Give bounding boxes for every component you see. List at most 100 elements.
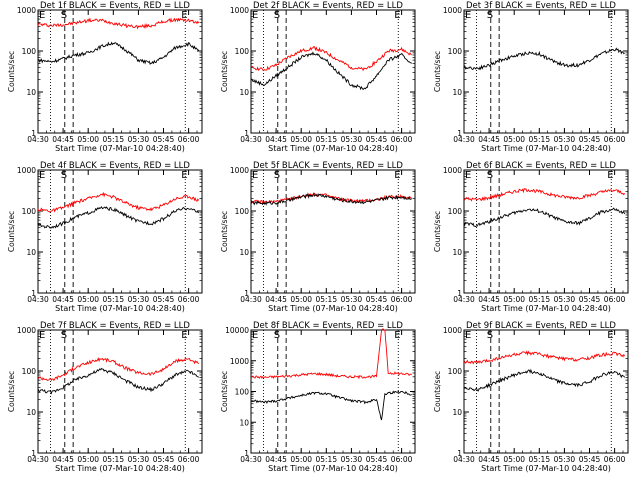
x-tick-label: 05:15 [528, 455, 550, 464]
x-tick-label: 05:15 [315, 295, 337, 304]
y-tick-label: 1 [457, 449, 462, 458]
event-marker-label: E [607, 330, 613, 341]
x-tick-label: 06:00 [604, 295, 626, 304]
y-tick-label: 10 [452, 88, 462, 97]
plot-panel-3: Det 3f BLACK = Events, RED = LLD 1 10 100 10… [433, 1, 629, 153]
event-marker-label: S [61, 170, 67, 181]
series-events [463, 368, 626, 392]
series-events [37, 206, 200, 229]
event-marker-label: E [465, 10, 471, 21]
x-tick-label: 05:45 [579, 295, 601, 304]
y-tick-label: 1 [244, 289, 249, 298]
y-tick-label: 1 [31, 129, 36, 138]
plot-title: Det 6f BLACK = Events, RED = LLD [466, 161, 616, 171]
plot-frame [250, 9, 416, 134]
x-tick-label: 04:45 [478, 135, 500, 144]
plot-title: Det 8f BLACK = Events, RED = LLD [253, 321, 403, 331]
x-axis-label: Start Time (07-Mar-10 04:28:40) [268, 304, 398, 313]
x-tick-label: 04:30 [27, 135, 49, 144]
plot-title: Det 9f BLACK = Events, RED = LLD [466, 321, 616, 331]
x-tick-label: 05:00 [290, 455, 312, 464]
x-axis-label: Start Time (07-Mar-10 04:28:40) [55, 304, 185, 313]
event-marker-label: S [274, 330, 280, 341]
series-events [463, 47, 625, 71]
event-marker-label: S [487, 170, 493, 181]
y-tick-label: 10 [452, 408, 462, 417]
event-marker-label: E [252, 10, 258, 21]
x-tick-label: 06:00 [391, 455, 413, 464]
plot-frame [37, 329, 203, 454]
y-tick-label: 10 [26, 88, 36, 97]
x-tick-label: 05:00 [503, 295, 525, 304]
series-lld [37, 191, 200, 213]
series-events [463, 207, 626, 228]
plot-frame [37, 169, 203, 294]
x-tick-label: 04:45 [52, 295, 74, 304]
y-tick-label: 1000 [230, 357, 249, 366]
plot-panel-8: Det 8f BLACK = Events, RED = LLD 1 10 100 10… [220, 321, 416, 473]
series-events [250, 192, 412, 206]
x-tick-label: 04:45 [52, 135, 74, 144]
event-marker-label: E [394, 330, 400, 341]
event-marker-label: E [607, 10, 613, 21]
x-tick-label: 05:00 [77, 135, 99, 144]
plot-panel-4: Det 4f BLACK = Events, RED = LLD 1 10 100 10… [7, 161, 203, 313]
series-events [250, 51, 412, 91]
plot-frame [250, 329, 416, 454]
plot-frame [463, 169, 629, 294]
event-marker-label: E [607, 170, 613, 181]
y-tick-label: 1000 [17, 6, 36, 15]
y-tick-label: 1000 [230, 166, 249, 175]
y-tick-label: 10 [26, 408, 36, 417]
x-tick-label: 05:45 [579, 455, 601, 464]
series-events [37, 367, 199, 395]
x-axis-label: Start Time (07-Mar-10 04:28:40) [268, 464, 398, 473]
x-tick-label: 05:30 [128, 135, 150, 144]
x-tick-label: 05:30 [341, 455, 363, 464]
y-tick-label: 10000 [225, 326, 249, 335]
series-lld [250, 46, 412, 72]
y-tick-label: 1 [457, 289, 462, 298]
y-tick-label: 1000 [443, 6, 462, 15]
series-lld [37, 17, 200, 30]
event-marker-label: S [487, 330, 493, 341]
plot-title: Det 4f BLACK = Events, RED = LLD [40, 161, 190, 171]
event-marker-label: E [39, 330, 45, 341]
x-tick-label: 04:30 [453, 455, 475, 464]
plot-panel-2: Det 2f BLACK = Events, RED = LLD 1 10 100 10… [220, 1, 416, 153]
event-marker-label: E [39, 10, 45, 21]
plot-title: Det 2f BLACK = Events, RED = LLD [253, 1, 403, 11]
event-marker-label: S [274, 170, 280, 181]
x-axis-label: Start Time (07-Mar-10 04:28:40) [481, 464, 611, 473]
x-tick-label: 06:00 [604, 455, 626, 464]
event-marker-label: E [465, 330, 471, 341]
event-marker-label: E [394, 170, 400, 181]
plot-panel-6: Det 6f BLACK = Events, RED = LLD 1 10 100 10… [433, 161, 629, 313]
x-tick-label: 04:45 [478, 295, 500, 304]
x-axis-label: Start Time (07-Mar-10 04:28:40) [481, 304, 611, 313]
plot-frame [37, 9, 203, 134]
x-tick-label: 06:00 [391, 295, 413, 304]
event-marker-label: S [274, 10, 280, 21]
x-tick-label: 06:00 [178, 295, 200, 304]
series-lld [37, 356, 200, 382]
x-tick-label: 05:30 [128, 295, 150, 304]
x-tick-label: 05:45 [366, 295, 388, 304]
x-tick-label: 05:15 [528, 135, 550, 144]
y-axis-label: Counts/sec [220, 51, 229, 92]
x-tick-label: 05:00 [77, 455, 99, 464]
event-marker-label: E [252, 170, 258, 181]
y-axis-label: Counts/sec [7, 211, 16, 252]
x-tick-label: 04:30 [240, 455, 262, 464]
y-tick-label: 1000 [443, 326, 462, 335]
y-axis-label: Counts/sec [7, 51, 16, 92]
event-marker-label: E [181, 10, 187, 21]
y-axis-label: Counts/sec [433, 211, 442, 252]
plot-panel-5: Det 5f BLACK = Events, RED = LLD 1 10 100 10… [220, 161, 416, 313]
y-tick-label: 10 [239, 418, 249, 427]
x-tick-label: 05:15 [102, 135, 124, 144]
x-tick-label: 05:15 [315, 135, 337, 144]
event-marker-label: E [181, 170, 187, 181]
event-marker-label: S [487, 10, 493, 21]
